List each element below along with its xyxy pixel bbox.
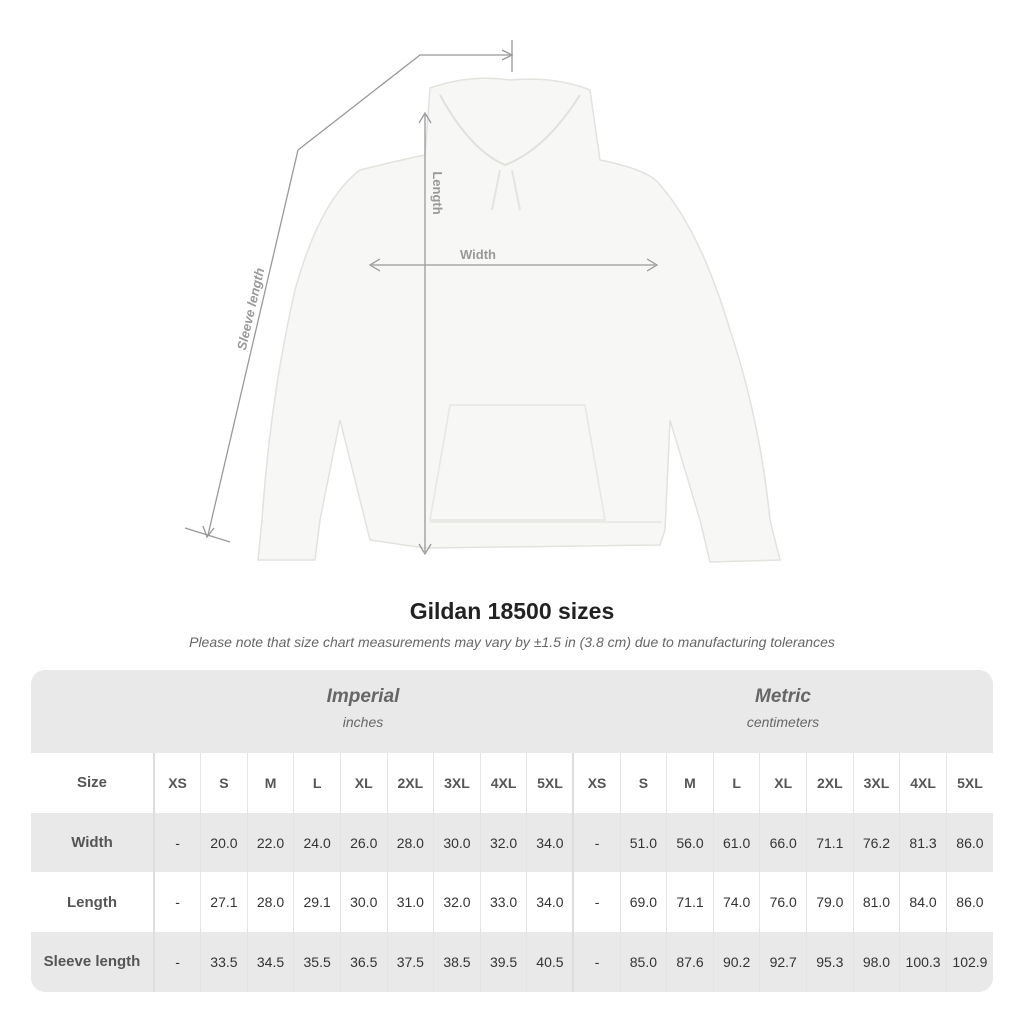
imperial-size-l: L <box>293 753 341 813</box>
imperial-size-xl: XL <box>339 753 388 813</box>
metric-value-cell: 81.0 <box>852 872 900 933</box>
imperial-size-5xl: 5XL <box>526 753 574 813</box>
metric-size-s: S <box>619 753 667 813</box>
metric-value-cell: 74.0 <box>712 872 760 933</box>
imperial-value-cell: 28.0 <box>386 812 434 873</box>
imperial-value-cell: 30.0 <box>339 872 388 933</box>
imperial-title: Imperial <box>326 686 400 707</box>
table-row: Sleeve length -33.5 34.5 35.5 36.5 37.5 38.5 39… <box>31 932 993 992</box>
metric-value-cell: 98.0 <box>852 932 900 992</box>
imperial-size-m: M <box>246 753 294 813</box>
metric-value-cell: - <box>572 872 621 933</box>
imperial-value-cell: 20.0 <box>200 812 248 873</box>
imperial-value-cell: 40.5 <box>526 932 574 992</box>
metric-size-5xl: 5XL <box>945 753 993 813</box>
metric-value-cell: 87.6 <box>666 932 714 992</box>
unit-header-band <box>31 670 993 753</box>
metric-value-cell: 76.2 <box>852 812 900 873</box>
imperial-value-cell: - <box>153 812 201 873</box>
imperial-size-4xl: 4XL <box>479 753 527 813</box>
imperial-value-cell: 35.5 <box>293 932 341 992</box>
imperial-value-cell: 33.0 <box>479 872 527 933</box>
table-row: Length -27.1 28.0 29.1 30.0 31.0 32.0 33.0 34.0-… <box>31 872 993 933</box>
imperial-size-3xl: 3XL <box>433 753 481 813</box>
row-label: Width <box>31 812 155 873</box>
metric-value-cell: 84.0 <box>899 872 947 933</box>
imperial-unit: inches <box>342 714 384 730</box>
metric-size-xs: XS <box>572 753 621 813</box>
imperial-size-xs: XS <box>153 753 201 813</box>
page-title: Gildan 18500 sizes <box>409 598 615 624</box>
imperial-value-cell: 34.0 <box>526 872 574 933</box>
imperial-value-cell: 28.0 <box>246 872 294 933</box>
metric-value-cell: 66.0 <box>759 812 807 873</box>
imperial-value-cell: 32.0 <box>479 812 527 873</box>
metric-title: Metric <box>755 686 811 707</box>
metric-value-cell: 102.9 <box>945 932 993 992</box>
imperial-value-cell: 34.0 <box>526 812 574 873</box>
metric-size-xl: XL <box>759 753 807 813</box>
length-label: Length <box>430 171 445 214</box>
width-label: Width <box>460 247 496 262</box>
imperial-value-cell: 27.1 <box>200 872 248 933</box>
imperial-value-cell: 33.5 <box>200 932 248 992</box>
metric-value-cell: 79.0 <box>806 872 854 933</box>
metric-value-cell: 56.0 <box>666 812 714 873</box>
metric-header: Metric centimeters <box>573 686 993 730</box>
sleeve-length-label: Sleeve length <box>234 266 267 351</box>
measurement-lines <box>184 40 659 556</box>
imperial-size-2xl: 2XL <box>386 753 434 813</box>
imperial-value-cell: 32.0 <box>433 872 481 933</box>
metric-value-cell: 92.7 <box>759 932 807 992</box>
metric-size-4xl: 4XL <box>899 753 947 813</box>
imperial-value-cell: 37.5 <box>386 932 434 992</box>
imperial-value-cell: 22.0 <box>246 812 294 873</box>
metric-value-cell: 86.0 <box>945 812 993 873</box>
imperial-value-cell: 29.1 <box>293 872 341 933</box>
metric-value-cell: 85.0 <box>619 932 667 992</box>
imperial-value-cell: 38.5 <box>433 932 481 992</box>
hoodie-measurement-diagram: Length Width Sleeve length <box>184 40 781 563</box>
size-header-label: Size <box>31 753 155 813</box>
metric-value-cell: 71.1 <box>806 812 854 873</box>
hoodie-image <box>257 77 781 563</box>
metric-value-cell: 95.3 <box>806 932 854 992</box>
row-label: Length <box>31 872 155 933</box>
imperial-header: Imperial inches <box>153 686 573 730</box>
metric-size-l: L <box>712 753 760 813</box>
imperial-value-cell: 36.5 <box>339 932 388 992</box>
metric-value-cell: 86.0 <box>945 872 993 933</box>
imperial-value-cell: 30.0 <box>433 812 481 873</box>
imperial-value-cell: - <box>153 932 201 992</box>
metric-value-cell: 100.3 <box>899 932 947 992</box>
imperial-value-cell: 34.5 <box>246 932 294 992</box>
metric-size-2xl: 2XL <box>806 753 854 813</box>
metric-value-cell: 90.2 <box>712 932 760 992</box>
size-table-card: Imperial inches Metric centimeters Size X… <box>31 670 993 992</box>
tolerance-note: Please note that size chart measurements… <box>189 634 835 650</box>
imperial-value-cell: 39.5 <box>479 932 527 992</box>
imperial-value-cell: - <box>153 872 201 933</box>
row-label: Sleeve length <box>31 932 155 992</box>
metric-size-m: M <box>666 753 714 813</box>
imperial-value-cell: 24.0 <box>293 812 341 873</box>
metric-value-cell: 71.1 <box>666 872 714 933</box>
metric-value-cell: 81.3 <box>899 812 947 873</box>
size-header-row: Size XS S M L XL 2XL 3XL 4XL 5XL XS S M L XL 2XL 3XL 4XL 5… <box>31 753 993 813</box>
imperial-size-s: S <box>200 753 248 813</box>
size-table: Size XS S M L XL 2XL 3XL 4XL 5XL XS S M L XL 2XL 3XL 4XL 5… <box>31 753 993 992</box>
metric-value-cell: 51.0 <box>619 812 667 873</box>
metric-size-3xl: 3XL <box>852 753 900 813</box>
imperial-value-cell: 26.0 <box>339 812 388 873</box>
metric-value-cell: - <box>572 932 621 992</box>
table-row: Width -20.0 22.0 24.0 26.0 28.0 30.0 32.0 34.0-5… <box>31 812 993 873</box>
metric-value-cell: 61.0 <box>712 812 760 873</box>
metric-value-cell: - <box>572 812 621 873</box>
metric-value-cell: 69.0 <box>619 872 667 933</box>
metric-value-cell: 76.0 <box>759 872 807 933</box>
imperial-value-cell: 31.0 <box>386 872 434 933</box>
metric-unit: centimeters <box>746 714 820 730</box>
